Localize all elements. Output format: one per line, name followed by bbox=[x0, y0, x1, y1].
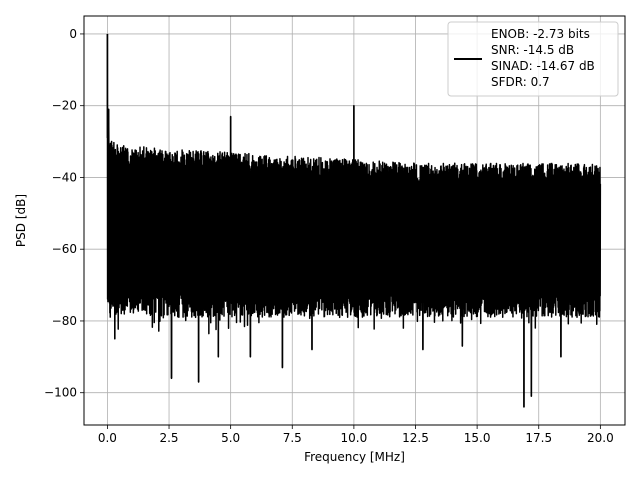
y-tick-label: −80 bbox=[52, 314, 77, 328]
axes-frame bbox=[83, 15, 626, 426]
y-tick-label: −20 bbox=[52, 99, 77, 113]
x-tick-label: 20.0 bbox=[587, 431, 614, 445]
legend: ENOB: -2.73 bits SNR: -14.5 dB SINAD: -1… bbox=[447, 21, 619, 97]
x-axis-ticks: 0.0 2.5 5.0 7.5 10.0 12.5 15.0 17.5 20.0 bbox=[98, 425, 614, 445]
x-tick-label: 17.5 bbox=[525, 431, 552, 445]
legend-box bbox=[447, 21, 619, 97]
x-tick-label: 5.0 bbox=[221, 431, 240, 445]
y-axis-label: PSD [dB] bbox=[14, 194, 28, 247]
y-tick-label: 0 bbox=[69, 27, 77, 41]
y-tick-label: −60 bbox=[52, 242, 77, 256]
legend-snr-text: SNR: -14.5 dB bbox=[491, 43, 574, 57]
legend-enob-text: ENOB: -2.73 bits bbox=[491, 27, 590, 41]
x-tick-label: 2.5 bbox=[159, 431, 178, 445]
x-tick-label: 7.5 bbox=[283, 431, 302, 445]
psd-series-line bbox=[106, 33, 602, 408]
y-tick-label: −40 bbox=[52, 170, 77, 184]
x-tick-label: 10.0 bbox=[341, 431, 368, 445]
x-axis-label: Frequency [MHz] bbox=[304, 450, 405, 464]
legend-sinad-text: SINAD: -14.67 dB bbox=[491, 59, 595, 73]
legend-sfdr-text: SFDR: 0.7 bbox=[491, 75, 550, 89]
plot-area bbox=[106, 33, 602, 408]
x-tick-label: 0.0 bbox=[98, 431, 117, 445]
x-tick-label: 15.0 bbox=[464, 431, 491, 445]
x-tick-label: 12.5 bbox=[402, 431, 429, 445]
y-axis-ticks: 0 −20 −40 −60 −80 −100 bbox=[44, 27, 84, 400]
y-tick-label: −100 bbox=[44, 386, 77, 400]
